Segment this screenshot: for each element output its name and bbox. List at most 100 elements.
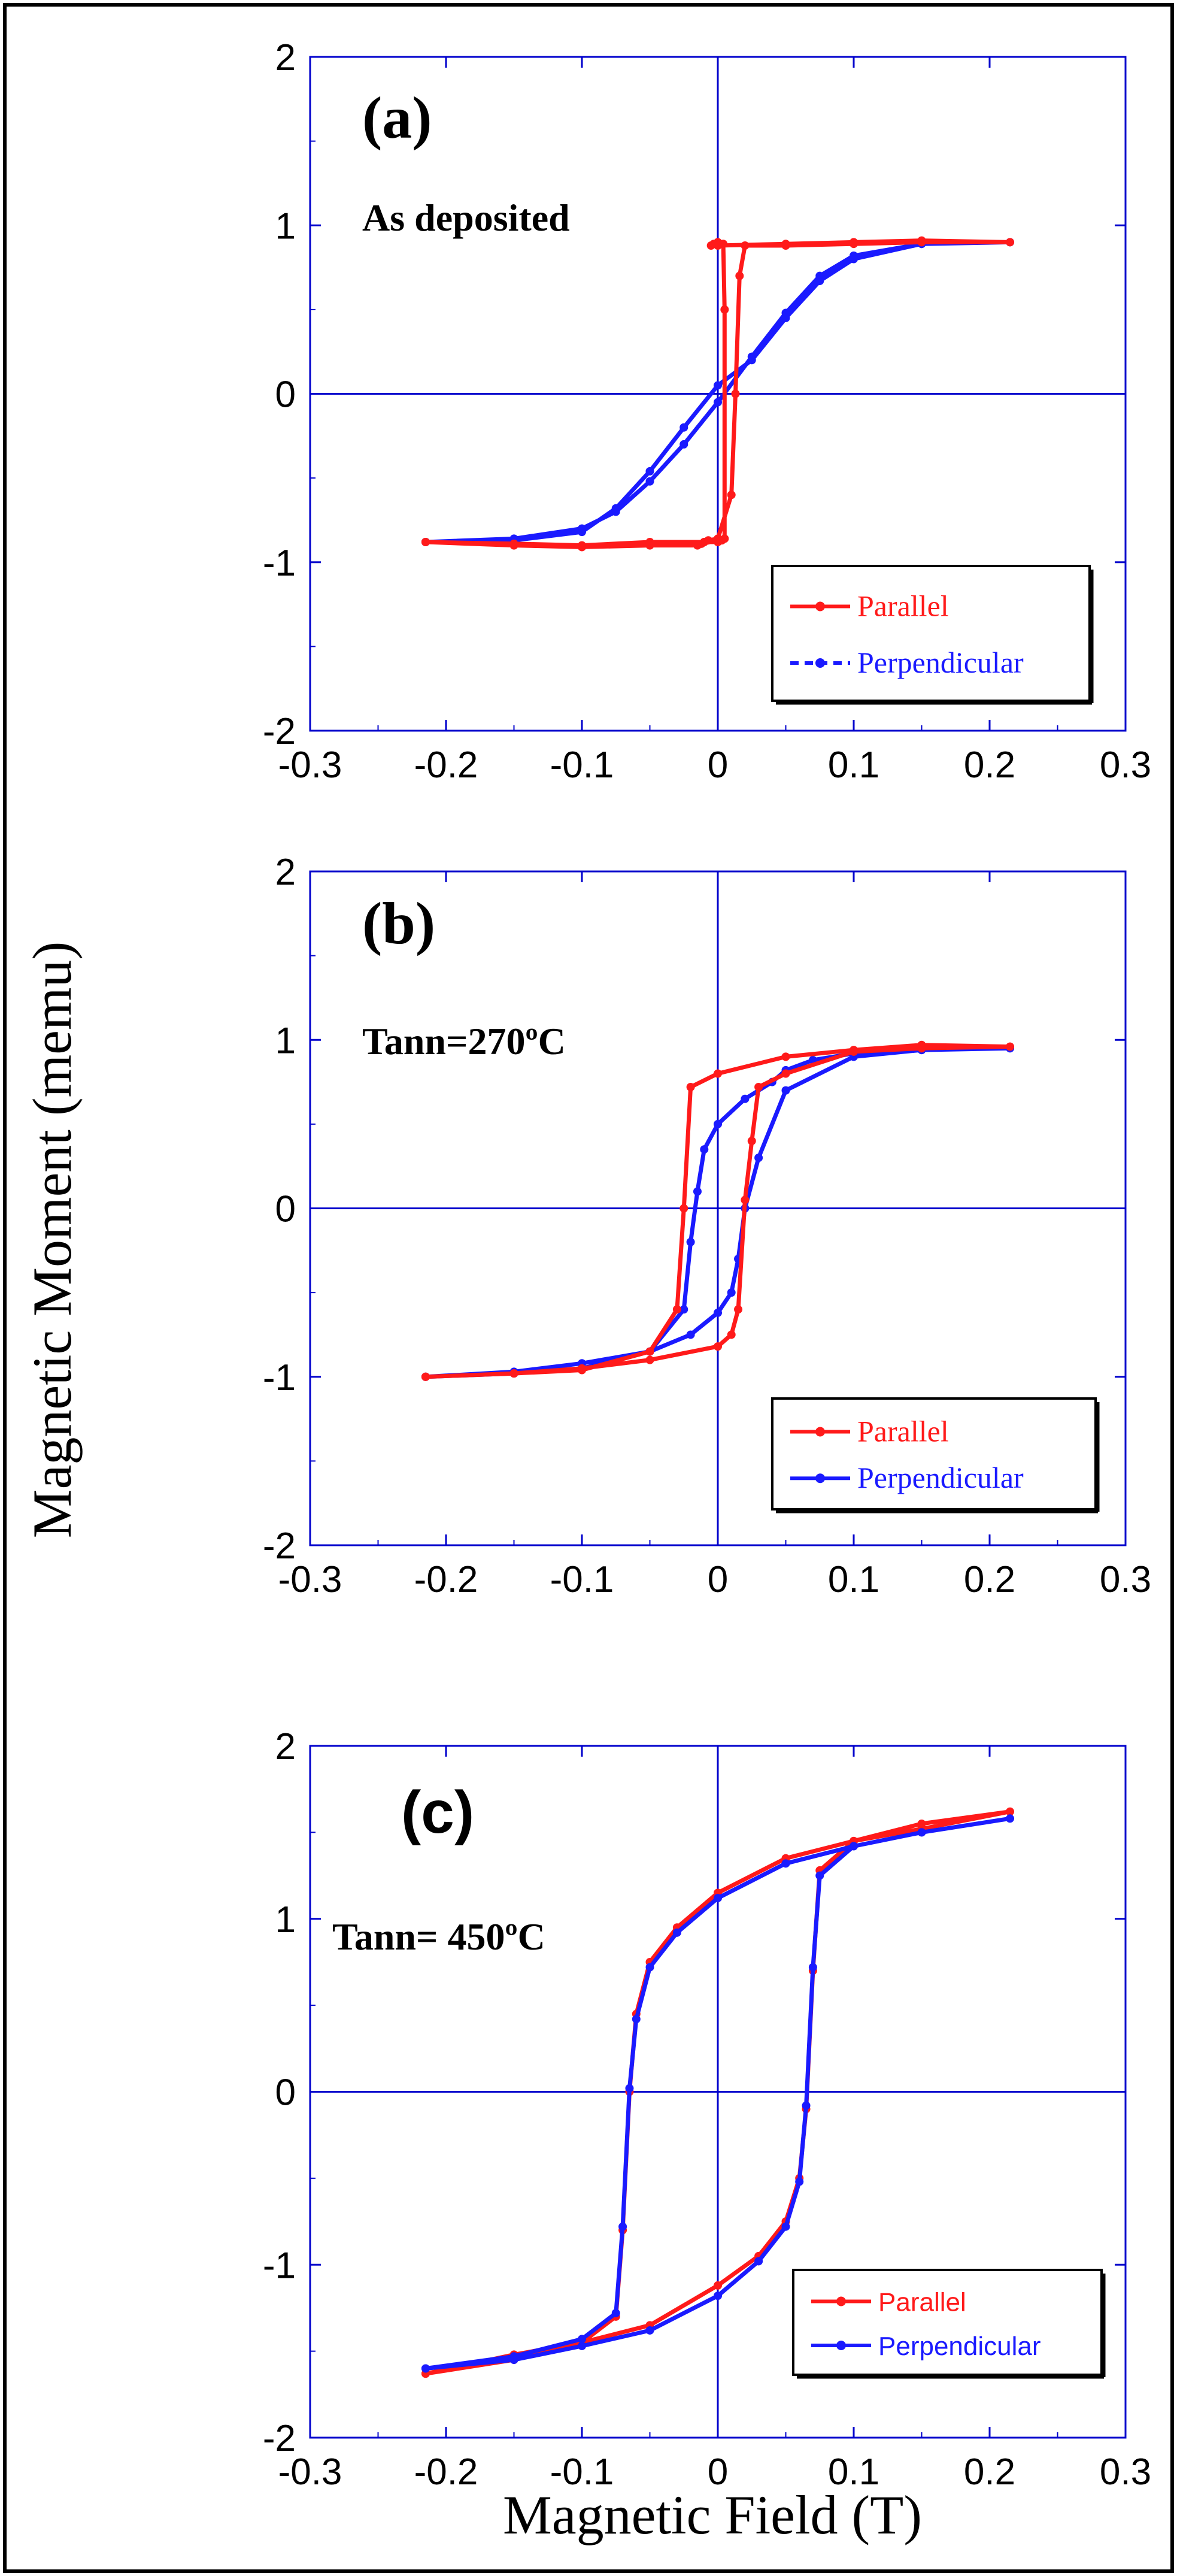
- y-axis-title: Magnetic Moment (memu): [22, 942, 83, 1538]
- panel-annotation: Tann=270ºC: [362, 1020, 566, 1063]
- x-tick-label: 0.1: [828, 744, 879, 786]
- data-point-parallel: [747, 1137, 756, 1145]
- x-tick-label: -0.2: [414, 1559, 478, 1600]
- data-point-perpendicular: [679, 1305, 688, 1314]
- panel-b: -0.3 -0.2 -0.1 0 0.1 0.2 0.3 2 1 0 -1 -2 (b) Tann=270…: [263, 852, 1151, 1600]
- data-point-parallel: [679, 1204, 688, 1213]
- data-point-perpendicular: [802, 2101, 811, 2110]
- y-tick-label: -2: [263, 711, 296, 752]
- data-point-perpendicular: [672, 1928, 681, 1937]
- x-tick-label: 0.2: [964, 744, 1015, 786]
- data-point-perpendicular: [714, 2292, 722, 2300]
- data-point-perpendicular: [693, 1187, 702, 1196]
- data-point-perpendicular: [611, 2309, 620, 2318]
- panel-annotation: Tann= 450ºC: [332, 1915, 545, 1958]
- legend-box: [792, 2269, 1103, 2376]
- data-point-perpendicular: [754, 2257, 763, 2266]
- y-tick-label: 0: [275, 1189, 296, 1230]
- data-point-parallel: [509, 1369, 518, 1378]
- x-tick-label: 0.3: [1100, 744, 1151, 786]
- data-point-parallel: [421, 538, 430, 546]
- data-point-perpendicular: [632, 2015, 641, 2024]
- panel-label: (b): [362, 890, 435, 956]
- data-point-perpendicular: [727, 1288, 736, 1297]
- data-point-parallel: [1006, 1042, 1015, 1051]
- legend-label-parallel: Parallel: [857, 589, 949, 623]
- data-point-parallel: [645, 1355, 654, 1364]
- y-tick-label: 1: [275, 205, 296, 247]
- data-point-parallel: [421, 1372, 430, 1381]
- legend-label-perpendicular: Perpendicular: [857, 1461, 1024, 1494]
- panel-a: -0.3 -0.2 -0.1 0 0.1 0.2 0.3 2 1 0 -1 -2 (a) As depos…: [263, 37, 1151, 786]
- data-point-perpendicular: [781, 1859, 790, 1868]
- x-tick-label: -0.1: [550, 2451, 614, 2493]
- data-point-perpendicular: [808, 1963, 817, 1972]
- x-tick-label: 0.2: [964, 1559, 1015, 1600]
- legend-marker: [815, 1473, 825, 1484]
- x-tick-label: 0: [708, 1559, 728, 1600]
- data-point-perpendicular: [421, 2364, 430, 2373]
- x-tick-label: 0.3: [1100, 1559, 1151, 1600]
- data-point-parallel: [850, 240, 858, 249]
- data-point-perpendicular: [850, 1842, 858, 1851]
- legend-marker: [815, 658, 825, 668]
- data-point-perpendicular: [679, 423, 688, 432]
- x-tick-label: 0: [708, 2451, 728, 2493]
- legend-marker: [836, 2296, 846, 2306]
- data-point-parallel: [734, 1305, 743, 1314]
- data-point-perpendicular: [645, 477, 654, 486]
- data-point-perpendicular: [714, 1894, 722, 1903]
- data-point-perpendicular: [686, 1330, 695, 1339]
- data-point-perpendicular: [645, 1963, 654, 1972]
- y-tick-label: -2: [263, 2418, 296, 2459]
- legend-marker: [836, 2341, 846, 2350]
- legend-marker: [815, 1427, 825, 1437]
- data-point-perpendicular: [747, 356, 756, 365]
- data-point-perpendicular: [850, 255, 858, 264]
- y-tick-label: 2: [275, 37, 296, 78]
- y-tick-label: -1: [263, 543, 296, 584]
- data-point-parallel: [1006, 238, 1015, 247]
- data-point-perpendicular: [1006, 1814, 1015, 1823]
- y-tick-label: -1: [263, 1357, 296, 1399]
- panel-c: -0.3 -0.2 -0.1 0 0.1 0.2 0.3 2 1 0 -1 -2 (c) Tann= 45…: [263, 1726, 1151, 2493]
- x-tick-label: 0.1: [828, 1559, 879, 1600]
- data-point-perpendicular: [714, 1119, 722, 1128]
- data-point-parallel: [731, 389, 740, 398]
- data-point-parallel: [720, 305, 729, 314]
- x-tick-label: -0.2: [414, 2451, 478, 2493]
- data-point-parallel: [727, 491, 736, 500]
- data-point-perpendicular: [645, 467, 654, 476]
- data-point-parallel: [781, 241, 790, 250]
- y-tick-label: -1: [263, 2245, 296, 2286]
- y-tick-label: 1: [275, 1020, 296, 1061]
- data-point-perpendicular: [754, 1154, 763, 1163]
- data-point-perpendicular: [917, 1828, 926, 1837]
- legend-label-perpendicular: Perpendicular: [878, 2332, 1041, 2361]
- data-point-parallel: [578, 1364, 586, 1373]
- data-point-parallel: [714, 1069, 722, 1078]
- y-tick-label: 1: [275, 1899, 296, 1941]
- x-tick-label: -0.3: [278, 2451, 342, 2493]
- data-point-parallel: [714, 1342, 722, 1351]
- data-point-perpendicular: [578, 2335, 586, 2344]
- data-point-perpendicular: [645, 2326, 654, 2335]
- data-point-parallel: [714, 534, 722, 543]
- data-point-parallel: [714, 2281, 722, 2290]
- legend-box: [771, 1397, 1097, 1511]
- data-point-parallel: [693, 541, 702, 550]
- data-point-perpendicular: [781, 2222, 790, 2231]
- legend-label-perpendicular: Perpendicular: [857, 646, 1024, 679]
- legend-marker: [815, 601, 825, 612]
- data-point-perpendicular: [509, 2356, 518, 2365]
- data-point-perpendicular: [795, 2177, 804, 2186]
- x-tick-label: -0.3: [278, 744, 342, 786]
- data-point-parallel: [917, 1819, 926, 1828]
- data-point-perpendicular: [815, 1871, 824, 1880]
- y-tick-label: -2: [263, 1525, 296, 1567]
- data-point-parallel: [781, 1069, 790, 1078]
- y-tick-label: 0: [275, 374, 296, 416]
- data-point-parallel: [727, 1330, 736, 1339]
- data-point-perpendicular: [714, 398, 722, 407]
- data-point-perpendicular: [781, 1086, 790, 1095]
